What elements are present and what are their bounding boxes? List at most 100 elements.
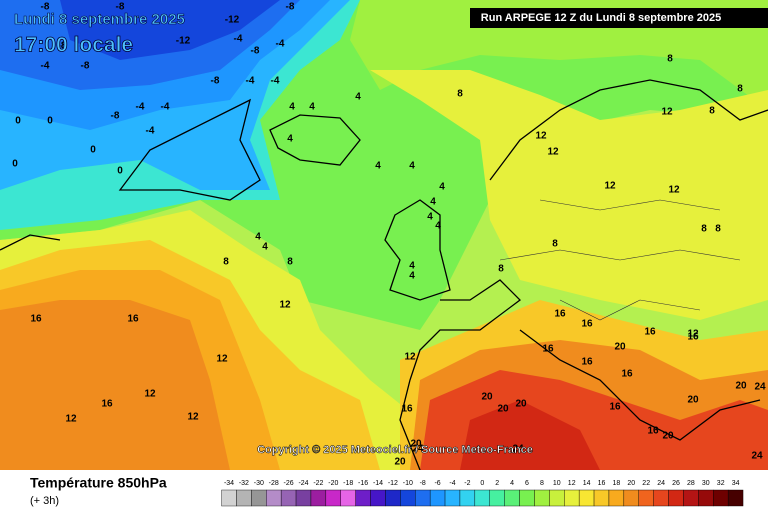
scale-tick-label: -20 — [328, 480, 338, 487]
scale-swatch — [623, 489, 639, 507]
contour-label: 16 — [30, 314, 42, 325]
contour-label: 4 — [427, 212, 433, 223]
color-scale: -34 -32 -30 -28 -26 -24 -22 -20 -18 -16 -14 -12 -10-… — [221, 480, 744, 507]
scale-tick-label: -10 — [403, 480, 413, 487]
contour-label: 8 — [457, 89, 463, 100]
contour-label: 16 — [647, 426, 659, 437]
scale-swatch — [295, 489, 312, 507]
scale-tick-label: 16 — [598, 480, 606, 487]
scale-swatch — [504, 489, 520, 507]
scale-swatch — [489, 489, 505, 507]
contour-label: 16 — [542, 344, 554, 355]
scale-tick-label: -24 — [298, 480, 308, 487]
contour-label: 20 — [614, 342, 626, 353]
contour-label: 8 — [223, 257, 229, 268]
contour-label: 24 — [754, 382, 766, 393]
scale-tick-label: 20 — [627, 480, 635, 487]
scale-swatch — [444, 489, 461, 507]
scale-tick-label: -16 — [358, 480, 368, 487]
contour-label: 12 — [144, 389, 156, 400]
contour-label: 16 — [581, 357, 593, 368]
scale-tick-label: 14 — [583, 480, 591, 487]
scale-swatch — [668, 489, 684, 507]
contour-label: 12 — [661, 107, 673, 118]
contour-label: -12 — [176, 36, 191, 47]
scale-swatch — [370, 489, 386, 507]
contour-label: 12 — [216, 354, 228, 365]
scale-tick-label: 4 — [510, 480, 514, 487]
contour-label: 8 — [498, 264, 504, 275]
scale-tick-label: -28 — [269, 480, 279, 487]
scale-tick-label: 12 — [568, 480, 576, 487]
contour-label: 16 — [644, 327, 656, 338]
contour-label: 16 — [609, 402, 621, 413]
contour-label: 4 — [435, 221, 441, 232]
scale-tick-label: 34 — [732, 480, 740, 487]
contour-label: 20 — [410, 439, 422, 450]
scale-tick-label: -4 — [449, 480, 455, 487]
scale-swatch — [355, 489, 371, 507]
contour-label: 4 — [255, 232, 261, 243]
contour-label: 20 — [687, 395, 699, 406]
contour-label: -8 — [81, 61, 90, 72]
contour-label: -4 — [161, 102, 170, 113]
scale-tick-label: 32 — [717, 480, 725, 487]
contour-label: -8 — [41, 2, 50, 13]
run-info: Run ARPEGE 12 Z du Lundi 8 septembre 202… — [481, 12, 721, 24]
scale-swatch — [698, 489, 714, 507]
contour-label: -4 — [41, 61, 50, 72]
scale-swatch — [564, 489, 580, 507]
scale-tick-label: 18 — [613, 480, 621, 487]
contour-label: 12 — [279, 300, 291, 311]
contour-label: 20 — [515, 399, 527, 410]
contour-label: 4 — [262, 242, 268, 253]
scale-swatch — [325, 489, 341, 507]
contour-label: 12 — [668, 185, 680, 196]
local-time: 17:00 locale — [14, 34, 133, 57]
scale-tick-label: -2 — [464, 480, 470, 487]
contour-label: 12 — [687, 329, 699, 340]
scale-tick-label: 2 — [495, 480, 499, 487]
scale-swatch — [459, 489, 476, 507]
scale-swatch — [385, 489, 401, 507]
scale-swatch — [340, 489, 356, 507]
scale-tick-label: -32 — [239, 480, 249, 487]
contour-label: 8 — [287, 257, 293, 268]
scale-swatch — [251, 489, 267, 507]
scale-tick-label: 26 — [672, 480, 680, 487]
contour-label: 20 — [735, 381, 747, 392]
scale-swatch — [400, 489, 416, 507]
scale-swatch — [519, 489, 535, 507]
scale-swatch — [236, 489, 252, 507]
contour-label: 16 — [401, 404, 413, 415]
contour-label: -8 — [211, 76, 220, 87]
contour-label: 12 — [535, 131, 547, 142]
contour-label: 0 — [47, 116, 53, 127]
scale-swatch — [638, 489, 654, 507]
scale-swatch — [280, 489, 297, 507]
contour-label: 16 — [621, 369, 633, 380]
contour-label: 8 — [701, 224, 707, 235]
contour-label: 4 — [289, 102, 295, 113]
scale-tick-label: -30 — [254, 480, 264, 487]
contour-label: 12 — [187, 412, 199, 423]
contour-label: -8 — [251, 46, 260, 57]
contour-label: -4 — [246, 76, 255, 87]
scale-tick-label: 0 — [480, 480, 484, 487]
contour-label: 12 — [604, 181, 616, 192]
scale-swatch — [534, 489, 550, 507]
scale-tick-label: 28 — [687, 480, 695, 487]
contour-label: 16 — [554, 309, 566, 320]
contour-label: 0 — [117, 166, 123, 177]
scale-swatch — [549, 489, 565, 507]
contour-label: 16 — [581, 319, 593, 330]
scale-tick-label: 24 — [657, 480, 665, 487]
contour-label: -4 — [271, 76, 280, 87]
contour-label: 0 — [15, 116, 21, 127]
contour-label: 12 — [547, 147, 559, 158]
contour-label: -4 — [234, 34, 243, 45]
scale-tick-label: -26 — [284, 480, 294, 487]
scale-swatch — [727, 489, 744, 507]
